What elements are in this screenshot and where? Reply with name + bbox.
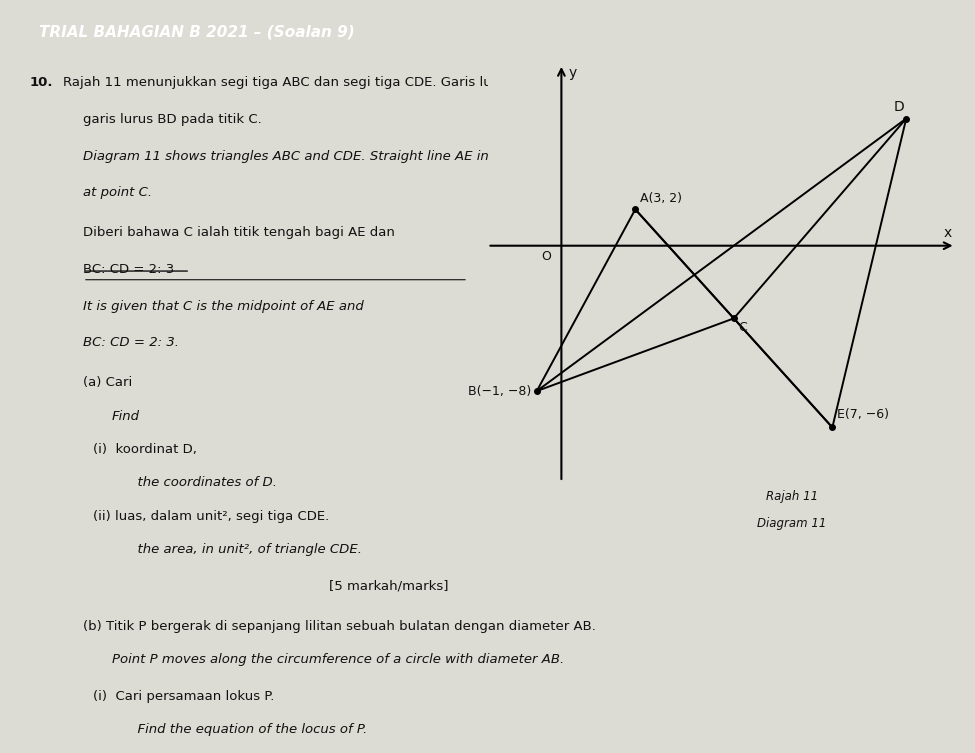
Text: C: C xyxy=(739,321,748,334)
Text: the area, in unit², of triangle CDE.: the area, in unit², of triangle CDE. xyxy=(112,543,362,556)
Text: A(3, 2): A(3, 2) xyxy=(641,192,682,205)
Text: (ii) luas, dalam unit², segi tiga CDE.: (ii) luas, dalam unit², segi tiga CDE. xyxy=(93,510,329,523)
Text: the coordinates of D.: the coordinates of D. xyxy=(112,477,277,489)
Text: (a) Cari: (a) Cari xyxy=(83,376,133,389)
Text: TRIAL BAHAGIAN B 2021 – (Soalan 9): TRIAL BAHAGIAN B 2021 – (Soalan 9) xyxy=(39,25,355,39)
Text: at point C.: at point C. xyxy=(83,187,152,200)
Text: O: O xyxy=(542,250,552,264)
Text: Find the equation of the locus of P.: Find the equation of the locus of P. xyxy=(112,723,368,736)
Text: D: D xyxy=(894,100,905,114)
Text: Diagram 11 shows triangles ABC and CDE. Straight line AE intersects the straight: Diagram 11 shows triangles ABC and CDE. … xyxy=(83,150,675,163)
Text: y: y xyxy=(568,66,577,80)
Text: Diberi bahawa C ialah titik tengah bagi AE dan: Diberi bahawa C ialah titik tengah bagi … xyxy=(83,227,395,239)
Text: It is given that C is the midpoint of AE and: It is given that C is the midpoint of AE… xyxy=(83,300,364,312)
Text: x: x xyxy=(943,226,952,239)
Text: [5 markah/marks]: [5 markah/marks] xyxy=(329,580,449,593)
Text: E(7, −6): E(7, −6) xyxy=(838,408,889,422)
Text: BC: CD = 2: 3.: BC: CD = 2: 3. xyxy=(83,337,178,349)
Text: Rajah 11 menunjukkan segi tiga ABC dan segi tiga CDE. Garis lurus AE bersilang d: Rajah 11 menunjukkan segi tiga ABC dan s… xyxy=(63,77,655,90)
Text: (i)  Cari persamaan lokus P.: (i) Cari persamaan lokus P. xyxy=(93,690,274,703)
Text: 10.: 10. xyxy=(29,77,53,90)
Text: Find: Find xyxy=(112,410,140,422)
Text: (i)  koordinat D,: (i) koordinat D, xyxy=(93,443,197,456)
Text: Diagram 11: Diagram 11 xyxy=(757,517,827,529)
Text: BC: CD = 2: 3: BC: CD = 2: 3 xyxy=(83,263,175,276)
Text: garis lurus BD pada titik C.: garis lurus BD pada titik C. xyxy=(83,113,261,126)
Text: Rajah 11: Rajah 11 xyxy=(765,490,818,503)
Text: B(−1, −8): B(−1, −8) xyxy=(468,385,531,398)
Text: (b) Titik P bergerak di sepanjang lilitan sebuah bulatan dengan diameter AB.: (b) Titik P bergerak di sepanjang lilita… xyxy=(83,620,596,633)
Text: Point P moves along the circumference of a circle with diameter AB.: Point P moves along the circumference of… xyxy=(112,653,565,666)
